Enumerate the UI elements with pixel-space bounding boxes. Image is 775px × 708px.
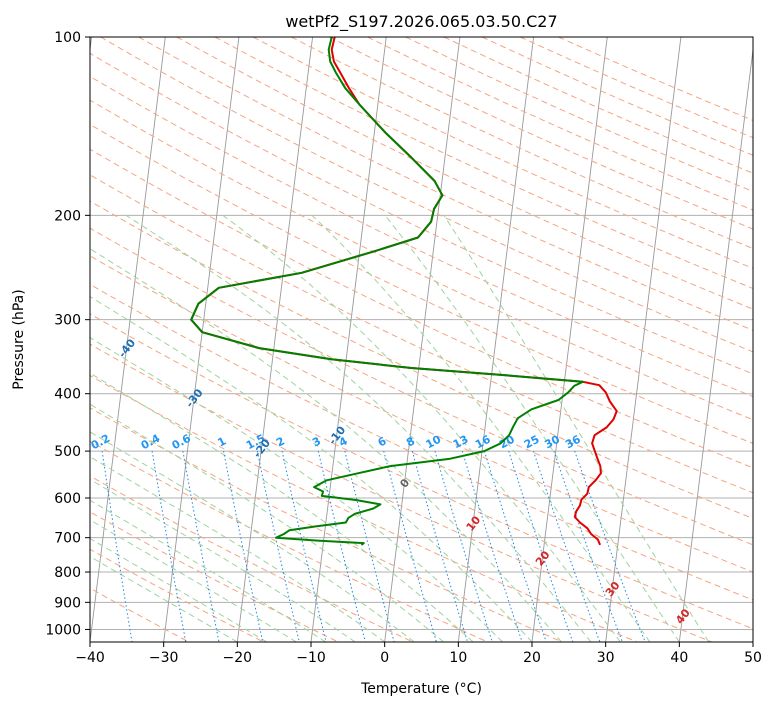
isotherm-line xyxy=(531,37,608,642)
dry-adiabat-line xyxy=(90,123,753,444)
x-tick-label: 50 xyxy=(744,650,762,666)
dry-adiabat-line xyxy=(90,374,638,642)
mixing-ratio-label: 13 xyxy=(451,433,471,452)
mixing-ratio-line xyxy=(344,450,395,642)
isotherm-line xyxy=(384,37,461,642)
dry-adiabat-line xyxy=(90,75,753,398)
isotherm-line xyxy=(605,37,682,642)
isotherm-line xyxy=(90,37,93,54)
y-tick-label: 500 xyxy=(54,444,81,460)
isotherm-line xyxy=(163,37,240,642)
y-tick-label: 900 xyxy=(54,595,81,611)
x-tick-label: 10 xyxy=(449,650,467,666)
mixing-ratio-line xyxy=(317,450,366,642)
moist-adiabat-line xyxy=(90,372,474,642)
mixing-ratio-line xyxy=(281,450,327,642)
x-tick-label: −10 xyxy=(296,650,326,666)
isotherm-line xyxy=(752,638,753,642)
mixing-ratio-line xyxy=(182,451,220,642)
mixing-ratio-label: 25 xyxy=(522,433,542,452)
x-tick-label: −30 xyxy=(149,650,179,666)
isotherm-line xyxy=(236,37,314,642)
moist-adiabat-line xyxy=(90,478,356,642)
isotherm-label: -50 xyxy=(48,286,71,310)
y-tick-label: 700 xyxy=(54,531,81,547)
mixing-ratio-line xyxy=(256,450,300,642)
mixing-ratio-label: 30 xyxy=(542,433,562,452)
moist-adiabat-line xyxy=(443,215,710,642)
mixing-ratio-line xyxy=(383,450,437,642)
mixing-ratio-line xyxy=(411,450,468,642)
y-tick-label: 200 xyxy=(54,208,81,224)
moist-adiabat-line xyxy=(90,337,503,642)
x-tick-label: 0 xyxy=(380,650,389,666)
mixing-ratio-label: 10 xyxy=(424,433,444,452)
dry-adiabat-line xyxy=(90,52,753,375)
y-tick-label: 300 xyxy=(54,313,81,329)
moist-adiabat-line xyxy=(222,214,621,642)
chart-title: wetPf2_S197.2026.065.03.50.C27 xyxy=(285,12,557,32)
x-tick-label: 20 xyxy=(523,650,541,666)
moist-adiabat-line xyxy=(125,214,592,642)
plot-frame xyxy=(89,36,754,643)
mixing-ratio-label: 36 xyxy=(563,433,583,452)
dewpoint-profile-line xyxy=(190,37,584,546)
y-tick-label: 400 xyxy=(54,387,81,403)
chart-series xyxy=(190,37,618,546)
dry-adiabat-line xyxy=(100,37,753,353)
x-tick-label: −40 xyxy=(75,650,105,666)
dry-adiabat-line xyxy=(176,37,753,310)
isotherm-line xyxy=(678,46,753,642)
moist-adiabat-line xyxy=(90,555,238,642)
mixing-ratio-line xyxy=(508,450,574,642)
chart-axes: −40 −30 −20 −10 0 10 20 30 40 50 100 200 300 400 500 60… xyxy=(45,30,762,666)
y-tick-label: 600 xyxy=(54,491,81,507)
y-axis-label: Pressure (hPa) xyxy=(11,289,27,389)
dry-adiabat-line xyxy=(90,148,753,469)
mixing-ratio-line xyxy=(434,450,493,642)
moist-adiabat-line xyxy=(90,519,297,642)
isotherm-label: -60 xyxy=(0,236,4,260)
dry-adiabat-line xyxy=(90,587,190,642)
dry-adiabat-line xyxy=(90,174,753,494)
moist-adiabat-line xyxy=(90,538,268,642)
dry-adiabat-line xyxy=(214,37,753,290)
moist-adiabat-line xyxy=(311,214,651,642)
x-tick-label: −20 xyxy=(223,650,253,666)
moist-adiabat-line xyxy=(384,214,680,642)
mixing-ratio-line xyxy=(461,450,523,642)
x-tick-label: 30 xyxy=(597,650,615,666)
plot-area xyxy=(90,37,753,642)
dry-adiabat-line xyxy=(90,313,753,630)
dry-adiabat-line xyxy=(90,343,712,642)
moist-adiabat-line xyxy=(90,431,415,642)
x-tick-label: 40 xyxy=(670,650,688,666)
dry-adiabat-line xyxy=(138,37,753,331)
moist-adiabat-line xyxy=(90,456,385,642)
chart-grid xyxy=(90,37,753,642)
dry-adiabat-line xyxy=(90,511,339,642)
moist-adiabat-line xyxy=(90,248,562,642)
mixing-ratio-line xyxy=(101,451,133,642)
mixing-ratio-line xyxy=(484,450,547,642)
mixing-ratio-label: 20 xyxy=(497,433,517,452)
y-tick-label: 800 xyxy=(54,565,81,581)
dry-adiabat-line xyxy=(90,255,753,573)
moist-adiabat-line xyxy=(90,296,533,642)
mixing-ratio-label: 16 xyxy=(473,433,493,452)
mixing-ratio-line xyxy=(532,450,601,642)
isotherm-line xyxy=(90,37,166,642)
x-axis-label: Temperature (°C) xyxy=(360,681,482,697)
mixing-ratio-line xyxy=(223,451,264,642)
y-tick-label: 100 xyxy=(54,30,81,46)
dry-adiabat-line xyxy=(90,99,753,421)
y-tick-label: 1000 xyxy=(45,622,81,638)
